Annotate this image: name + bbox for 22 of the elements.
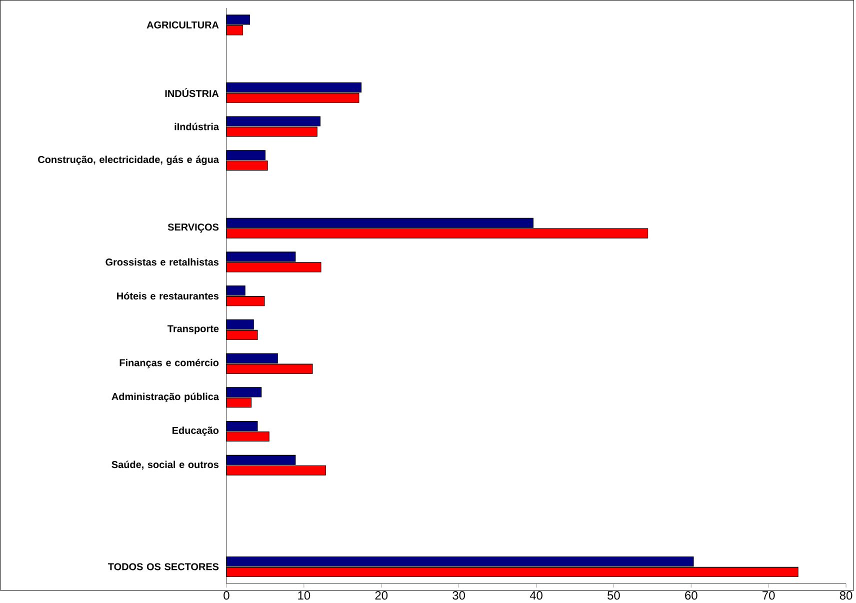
y-tick-label: Grossistas e retalhistas [106,258,219,266]
x-tick-label: 80 [840,591,852,600]
y-tick-label: Saúde, social e outros [112,460,219,470]
y-tick-label: TODOS OS SECTORES [108,563,219,570]
x-tick-label: 20 [375,591,388,600]
y-tick-label: Finanças e comércio [120,358,219,368]
y-tick-label: SERVIÇOS [168,224,219,233]
y-tick-label: Educação [172,426,219,436]
x-tick-label: 0 [224,591,230,600]
x-tick-label: 40 [530,591,542,600]
x-tick-label: 30 [452,591,465,600]
y-tick-label: Hóteis e restaurantes [117,292,219,300]
x-tick-label: 50 [608,591,620,600]
x-tick-label: 70 [762,591,775,600]
y-tick-label: INDÚSTRIA [165,88,219,98]
y-tick-label: Transporte [168,325,219,334]
y-tick-label: Construção, electricidade, gás e água [38,156,220,166]
y-tick-label: iIndústria [174,122,220,130]
x-tick-label: 10 [298,591,310,600]
x-tick-label: 60 [685,591,698,600]
y-tick-label: AGRICULTURA [146,21,219,28]
y-tick-label: Administração pública [112,392,220,402]
